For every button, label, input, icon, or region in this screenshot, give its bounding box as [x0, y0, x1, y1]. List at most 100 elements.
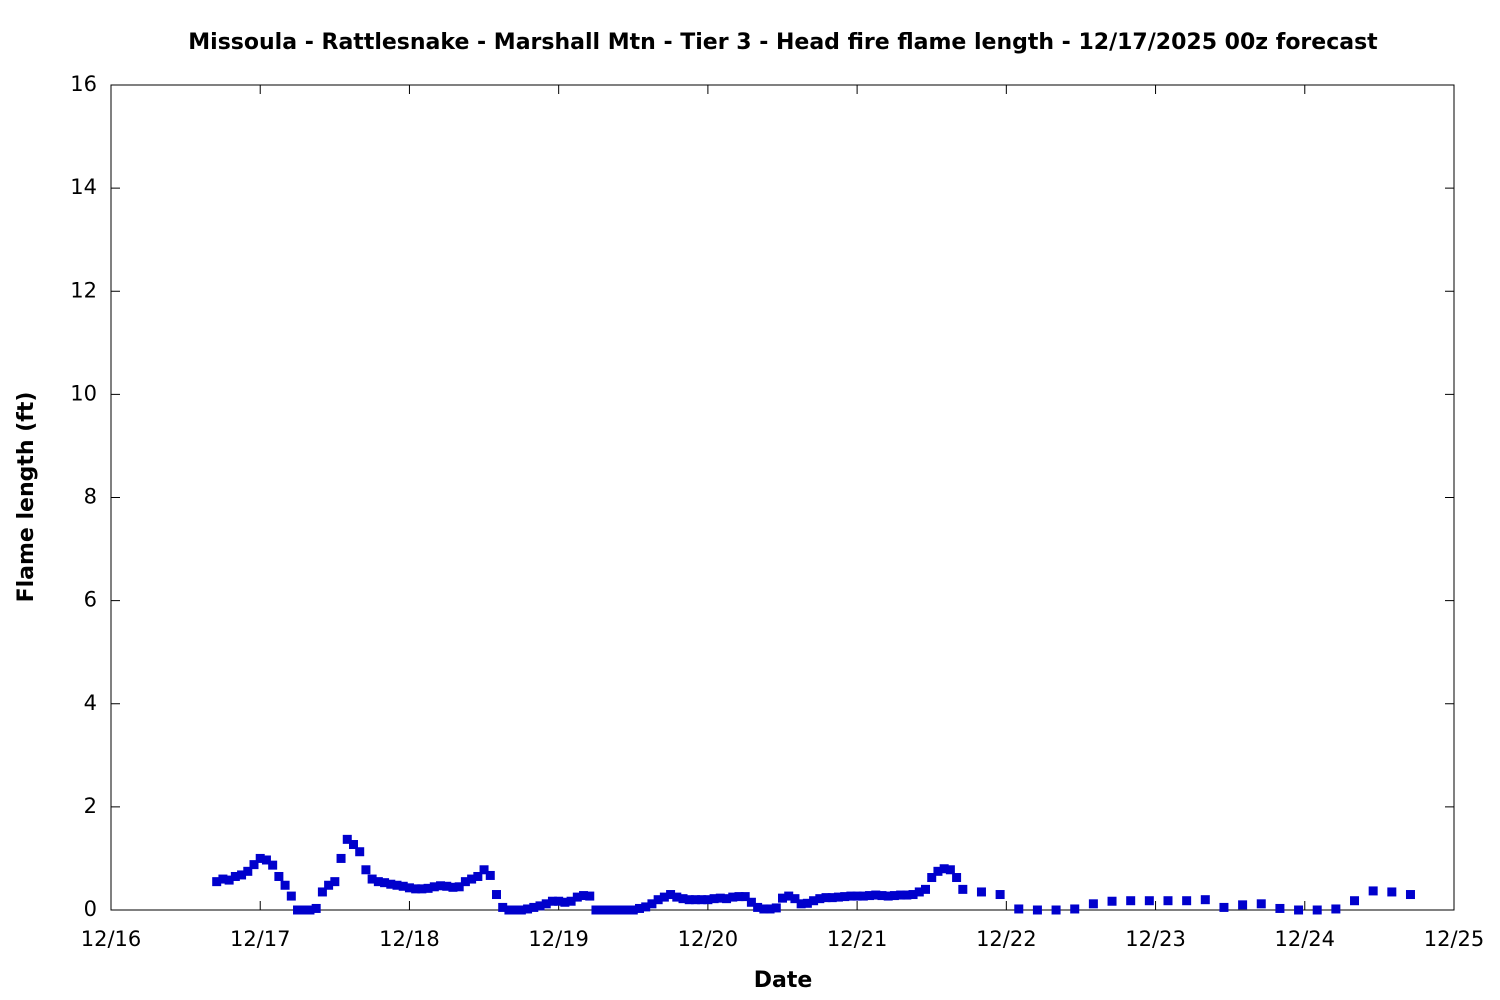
- data-point: [995, 890, 1005, 900]
- data-point: [230, 871, 240, 881]
- data-point: [572, 892, 582, 902]
- data-point: [261, 855, 271, 865]
- data-point: [579, 891, 589, 901]
- data-point: [952, 873, 962, 883]
- data-point: [491, 890, 501, 900]
- data-point: [753, 902, 763, 912]
- y-tick-label: 10: [70, 381, 97, 405]
- data-point: [336, 853, 346, 863]
- data-point: [684, 895, 694, 905]
- data-point: [330, 877, 340, 887]
- data-point: [740, 892, 750, 902]
- data-point: [367, 874, 377, 884]
- data-point: [908, 890, 918, 900]
- y-tick-label: 8: [84, 485, 97, 509]
- y-tick-label: 2: [84, 794, 97, 818]
- data-point: [815, 894, 825, 904]
- data-point: [678, 894, 688, 904]
- y-tick-label: 4: [84, 691, 97, 715]
- data-point: [734, 892, 744, 902]
- data-point: [1312, 905, 1322, 915]
- data-point: [429, 882, 439, 892]
- data-point: [765, 904, 775, 914]
- data-point: [877, 891, 887, 901]
- data-point: [1107, 896, 1117, 906]
- chart-title: Missoula - Rattlesnake - Marshall Mtn - …: [188, 30, 1378, 55]
- data-point: [398, 881, 408, 891]
- data-point: [380, 878, 390, 888]
- data-point: [423, 883, 433, 893]
- data-point: [889, 891, 899, 901]
- data-point: [454, 882, 464, 892]
- data-point: [498, 902, 508, 912]
- y-tick-label: 14: [70, 175, 97, 199]
- data-point: [641, 902, 651, 912]
- data-point: [1182, 896, 1192, 906]
- data-point: [846, 891, 856, 901]
- data-point: [616, 905, 626, 915]
- data-point: [945, 865, 955, 875]
- data-point: [442, 881, 452, 891]
- data-point: [1275, 903, 1285, 913]
- data-point: [305, 905, 315, 915]
- data-point: [628, 905, 638, 915]
- data-point: [1014, 904, 1024, 914]
- x-tick-label: 12/24: [1275, 927, 1336, 951]
- data-point: [939, 864, 949, 874]
- data-point: [896, 890, 906, 900]
- data-point: [933, 866, 943, 876]
- data-point: [802, 898, 812, 908]
- data-point: [299, 905, 309, 915]
- data-point: [827, 893, 837, 903]
- data-point: [324, 880, 334, 890]
- data-point: [373, 877, 383, 887]
- data-point: [871, 890, 881, 900]
- data-point: [809, 896, 819, 906]
- data-point: [610, 905, 620, 915]
- data-point: [1294, 905, 1304, 915]
- data-point: [883, 891, 893, 901]
- data-point: [1256, 899, 1266, 909]
- data-point: [460, 877, 470, 887]
- data-point: [392, 880, 402, 890]
- data-point: [914, 887, 924, 897]
- x-tick-label: 12/23: [1125, 927, 1186, 951]
- data-point: [697, 895, 707, 905]
- data-point: [529, 902, 539, 912]
- data-point: [249, 860, 259, 870]
- data-point: [1200, 895, 1210, 905]
- data-point: [467, 874, 477, 884]
- data-point: [311, 903, 321, 913]
- data-point: [1032, 905, 1042, 915]
- y-tick-label: 0: [84, 897, 97, 921]
- data-point: [722, 894, 732, 904]
- x-tick-label: 12/16: [81, 927, 142, 951]
- data-point: [703, 895, 713, 905]
- data-point: [1088, 899, 1098, 909]
- data-point: [746, 897, 756, 907]
- data-point: [1219, 902, 1229, 912]
- data-point: [479, 865, 489, 875]
- data-point: [690, 895, 700, 905]
- data-point: [448, 882, 458, 892]
- data-point: [280, 880, 290, 890]
- data-point: [1405, 890, 1415, 900]
- data-point: [622, 905, 632, 915]
- data-point: [547, 896, 557, 906]
- data-point: [541, 899, 551, 909]
- data-point: [243, 866, 253, 876]
- data-point: [1163, 896, 1173, 906]
- data-point: [417, 884, 427, 894]
- x-tick-label: 12/25: [1424, 927, 1485, 951]
- data-point: [560, 897, 570, 907]
- data-point: [485, 870, 495, 880]
- plot-frame: [110, 84, 1455, 911]
- x-tick-label: 12/20: [678, 927, 739, 951]
- data-point: [504, 905, 514, 915]
- data-point: [218, 874, 228, 884]
- x-tick-label: 12/17: [230, 927, 291, 951]
- data-point: [1350, 896, 1360, 906]
- y-axis-label: Flame length (ft): [14, 392, 39, 603]
- data-point: [268, 860, 278, 870]
